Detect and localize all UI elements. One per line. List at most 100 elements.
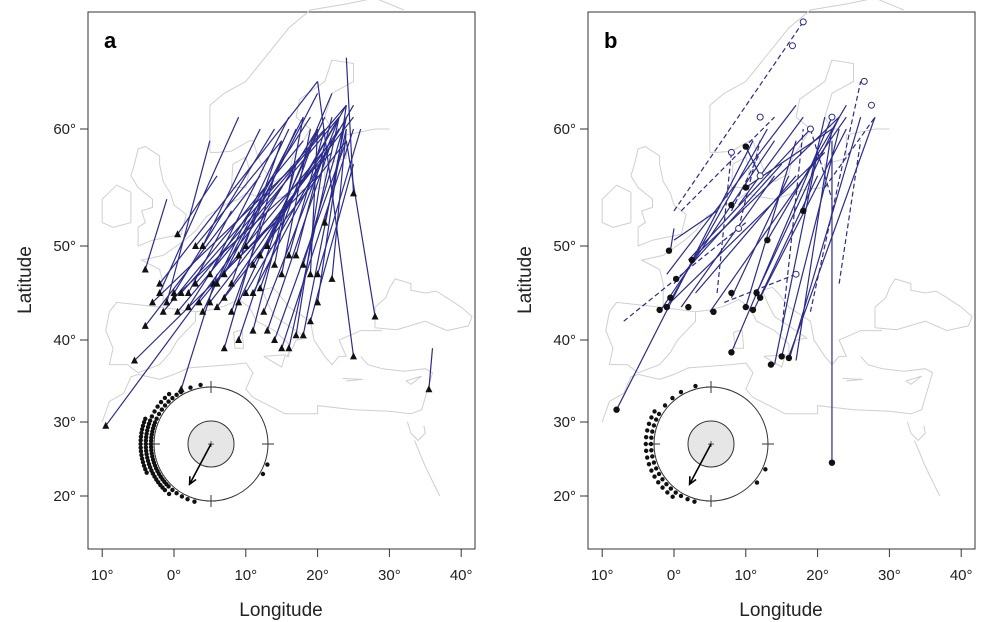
rose-dot [162,403,168,408]
triangle-marker [292,331,300,339]
track-line [166,140,211,303]
coastline-b [601,0,973,497]
coastline-segment [342,378,363,382]
rose-dot [185,497,190,502]
panel-letter-a: a [104,28,117,53]
coastline-segment [105,301,196,374]
rose-dot [643,434,649,440]
track-line [177,116,340,313]
track-line [309,163,355,322]
filled-circle-marker [613,406,620,413]
triangle-marker [263,326,271,334]
rose-dot [643,448,649,454]
rose-dot [148,441,154,447]
track-line [152,163,297,303]
triangle-marker [159,307,167,315]
circular-plot-b: + [643,381,774,507]
rose-dot [147,418,153,423]
rose-dot [651,423,657,428]
filled-circle-marker [742,184,749,191]
rose-arrow-head [188,476,197,486]
filled-circle-marker [728,289,735,297]
rose-dot [140,423,146,428]
track-line [238,210,283,341]
track-line-dashed [680,116,775,212]
triangle-marker [299,331,307,339]
rose-dot [138,438,143,443]
y-tick-label: 20° [553,488,576,505]
triangle-marker [177,385,185,393]
rose-dot [143,416,148,421]
rose-dot [678,389,684,395]
rose-dot [139,430,144,436]
rose-dot [145,428,150,433]
x-tick-label: 10° [734,567,757,584]
coastline-segment [209,0,404,153]
triangle-marker [321,218,329,226]
rose-dot [653,417,659,422]
rose-dot [656,411,662,417]
rose-dot [159,407,165,412]
track-line [177,175,218,235]
filled-circle-marker [688,256,696,264]
filled-circle-marker [710,308,717,315]
rose-dot [650,454,655,459]
track-line-dashed [781,128,804,331]
rose-dot [143,434,149,440]
triangle-marker [271,336,279,343]
track-line [288,116,340,349]
rose-dot [143,448,149,454]
track-line [745,140,797,308]
triangle-marker [328,274,336,282]
x-tick-label: 30° [878,567,901,584]
track-line [317,105,347,303]
y-tick-label: 60° [53,121,76,138]
y-tick-label: 60° [553,121,576,138]
coastline-segment [601,356,934,423]
coastline-segment [733,330,745,349]
triangle-marker [306,270,314,278]
rose-dot [685,497,690,502]
triangle-marker [220,270,228,278]
tracks-a [102,57,434,429]
track-line [309,128,319,275]
triangle-marker [213,279,221,287]
filled-circle-marker [742,143,749,150]
triangle-marker [192,242,200,249]
rose-dot [155,404,160,409]
coastline-segment [640,128,890,308]
triangle-marker [131,356,139,364]
rose-dot [166,391,172,397]
triangle-marker [306,317,314,325]
rose-dot [139,456,145,461]
track-line [666,128,768,308]
triangle-marker [220,293,228,301]
open-circle-marker [806,125,814,133]
panel-b: + 10° 0° 10° 20° 30° 40° 20° 30° 40° 50° 60° b Lo… [515,0,976,621]
filled-circle-marker [667,294,674,301]
x-tick-label: 10° [591,567,614,584]
rose-dot [646,461,652,467]
rose-dot [144,451,149,457]
open-circle-marker [727,148,735,156]
triangle-marker [249,260,257,268]
filled-circle-marker [742,303,749,311]
track-line [669,228,675,251]
rose-dot [692,499,697,504]
rose-dot [662,403,668,408]
triangle-marker [299,260,307,268]
track-line [317,81,355,357]
triangle-marker [235,251,243,259]
panel-a: + 10° 0° 10° 20° 30° 40° 20° 30° 40° 50° 60° a Lo… [15,0,476,621]
track-line [202,128,261,247]
open-circle-marker [867,101,875,109]
rose-dot [763,467,768,472]
rose-dot [154,416,159,421]
filled-circle-marker [756,294,764,301]
filled-circle-marker [672,275,680,283]
y-tick-label: 20° [53,488,76,505]
rose-dot [162,395,168,401]
y-tick-label: 30° [53,414,76,431]
triangle-marker [184,303,192,311]
coastline-segment [763,354,786,368]
